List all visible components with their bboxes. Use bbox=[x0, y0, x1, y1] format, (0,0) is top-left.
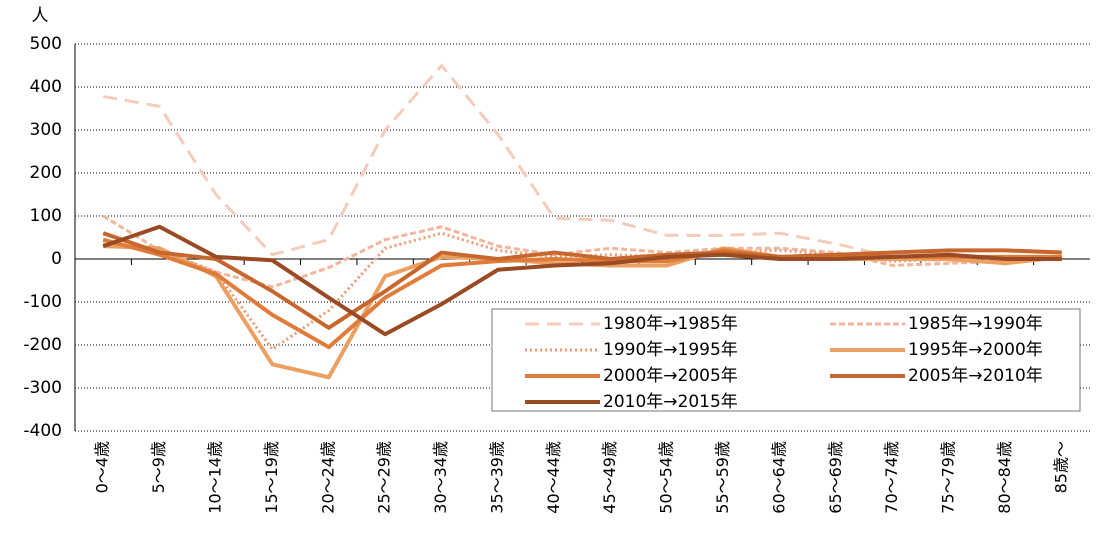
y-tick-label: -100 bbox=[23, 292, 62, 312]
x-tick-label: 55〜59歳 bbox=[713, 441, 732, 514]
x-tick-label: 45〜49歳 bbox=[600, 441, 619, 514]
x-tick-label: 80〜84歳 bbox=[995, 441, 1014, 514]
series-line bbox=[102, 231, 1062, 330]
legend-label: 1995年→2000年 bbox=[908, 340, 1043, 360]
x-tick-label: 0〜4歳 bbox=[93, 441, 112, 493]
legend-label: 1985年→1990年 bbox=[908, 314, 1043, 334]
x-tick-label: 75〜79歳 bbox=[939, 441, 958, 514]
x-tick-label: 35〜39歳 bbox=[487, 441, 506, 514]
y-tick-label: 500 bbox=[30, 34, 62, 54]
y-tick-label: 0 bbox=[51, 249, 62, 269]
x-tick-label: 15〜19歳 bbox=[262, 441, 281, 514]
series-line bbox=[102, 224, 1062, 337]
x-tick-label: 70〜74歳 bbox=[882, 441, 901, 514]
x-tick-label: 50〜54歳 bbox=[657, 441, 676, 514]
y-tick-label: 400 bbox=[30, 77, 62, 97]
y-unit: 人 bbox=[32, 6, 49, 26]
x-tick-label: 85歳〜 bbox=[1051, 441, 1070, 493]
y-tick-label: -400 bbox=[23, 421, 62, 441]
x-tick-label: 65〜69歳 bbox=[826, 441, 845, 514]
y-tick-label: 300 bbox=[30, 120, 62, 140]
x-tick-label: 60〜64歳 bbox=[769, 441, 788, 514]
legend-label: 1990年→1995年 bbox=[603, 340, 738, 360]
series-line bbox=[102, 64, 1062, 263]
legend-label: 2000年→2005年 bbox=[603, 366, 738, 386]
legend-label: 2005年→2010年 bbox=[908, 366, 1043, 386]
x-tick-label: 20〜24歳 bbox=[318, 441, 337, 514]
y-tick-label: -300 bbox=[23, 378, 62, 398]
x-tick-label: 30〜34歳 bbox=[431, 441, 450, 514]
legend-box bbox=[491, 308, 1081, 412]
x-tick-label: 5〜9歳 bbox=[149, 441, 168, 493]
y-tick-label: -200 bbox=[23, 335, 62, 355]
x-tick-label: 40〜44歳 bbox=[544, 441, 563, 514]
y-tick-label: 200 bbox=[30, 163, 62, 183]
y-tick-label: 100 bbox=[30, 206, 62, 226]
legend-label: 1980年→1985年 bbox=[603, 314, 738, 334]
x-tick-label: 10〜14歳 bbox=[205, 441, 224, 514]
legend-label: 2010年→2015年 bbox=[603, 392, 738, 412]
series-line bbox=[103, 231, 1062, 351]
x-tick-label: 25〜29歳 bbox=[375, 441, 394, 514]
